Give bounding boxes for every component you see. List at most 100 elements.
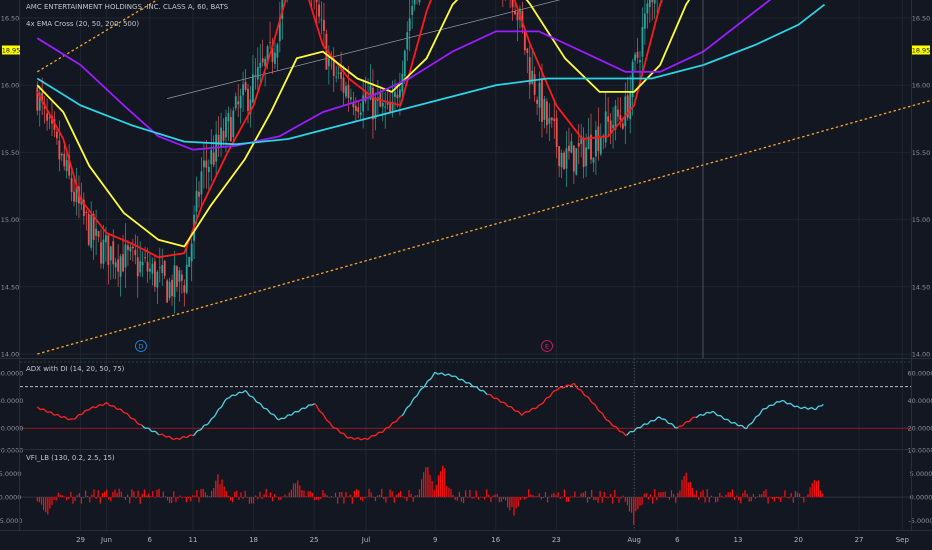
vfi-bar[interactable] [122,497,124,498]
candle-body[interactable] [555,118,558,147]
vfi-bar[interactable] [460,497,463,503]
candle-body[interactable] [144,257,146,259]
vfi-bar[interactable] [169,497,171,504]
vfi-bar[interactable] [64,496,66,498]
vfi-bar[interactable] [404,497,406,499]
candle-body[interactable] [514,11,516,15]
vfi-bar[interactable] [719,492,721,498]
vfi-bar[interactable] [397,492,400,498]
vfi-bar[interactable] [595,497,597,500]
candle-body[interactable] [190,243,193,262]
vfi-bar[interactable] [442,465,444,498]
adx-line-falling[interactable] [36,401,143,427]
vfi-bar[interactable] [120,491,122,498]
candle-body[interactable] [173,265,176,297]
vfi-bar[interactable] [757,496,759,498]
vfi-bar[interactable] [811,483,813,498]
vfi-bar[interactable] [334,492,337,498]
vfi-bar[interactable] [561,496,563,498]
candle-body[interactable] [87,213,90,245]
vfi-bar[interactable] [780,497,782,502]
candle-body[interactable] [526,48,529,53]
candle-body[interactable] [46,113,48,121]
candle-body[interactable] [384,106,387,108]
vfi-bar[interactable] [681,479,683,498]
vfi-bar[interactable] [145,495,148,498]
candle-body[interactable] [350,97,352,100]
candle-body[interactable] [408,18,411,31]
vfi-bar[interactable] [645,493,647,498]
vfi-bar[interactable] [656,497,658,501]
vfi-bar[interactable] [183,496,185,498]
vfi-pane[interactable] [20,465,911,525]
vfi-bar[interactable] [326,495,328,498]
candle-body[interactable] [56,131,58,139]
vfi-bar[interactable] [353,491,355,498]
adx-line-falling[interactable] [487,383,627,436]
vfi-bar[interactable] [292,483,295,498]
vfi-bar[interactable] [526,497,528,499]
vfi-bar[interactable] [801,497,803,499]
vfi-bar[interactable] [429,474,431,498]
candle-body[interactable] [242,84,244,96]
candle-body[interactable] [651,0,654,3]
vfi-bar[interactable] [694,494,696,498]
candle-body[interactable] [73,191,75,202]
vfi-bar[interactable] [750,497,752,502]
vfi-bar[interactable] [582,492,584,498]
vfi-bar[interactable] [97,490,99,498]
candle-body[interactable] [247,88,249,111]
candle-body[interactable] [278,17,281,42]
vfi-bar[interactable] [704,497,706,503]
vfi-bar[interactable] [213,488,215,498]
vfi-bar[interactable] [815,481,817,498]
vfi-bar[interactable] [599,490,601,498]
candle-body[interactable] [134,250,137,256]
vfi-bar[interactable] [185,497,187,503]
candle-body[interactable] [252,74,254,103]
vfi-bar[interactable] [305,496,307,498]
vfi-bar[interactable] [568,497,570,502]
adx-line-rising[interactable] [192,390,316,437]
vfi-bar[interactable] [374,497,376,502]
vfi-bar[interactable] [225,490,227,498]
vfi-bar[interactable] [332,497,334,498]
adx-indicator-title[interactable]: ADX with DI (14, 20, 50, 75) [26,365,125,373]
vfi-bar[interactable] [112,491,114,498]
ema-indicator-title[interactable]: 4x EMA Cross (20, 50, 200, 500) [26,20,139,28]
candle-body[interactable] [533,74,536,95]
candle-body[interactable] [391,101,394,111]
vfi-bar[interactable] [158,488,160,498]
candle-body[interactable] [65,159,68,172]
candle-body[interactable] [234,96,237,109]
candle-body[interactable] [352,102,355,108]
marker-d[interactable]: D [135,340,147,352]
vfi-bar[interactable] [799,493,801,498]
vfi-bar[interactable] [194,495,196,498]
vfi-bar[interactable] [616,497,618,498]
vfi-bar[interactable] [171,497,173,504]
vfi-bar[interactable] [379,494,381,498]
vfi-bar[interactable] [91,494,93,498]
candle-body[interactable] [362,95,365,112]
candle-body[interactable] [315,0,318,3]
candle-body[interactable] [117,259,120,272]
candle-body[interactable] [168,281,171,298]
vfi-bar[interactable] [418,489,421,498]
candle-body[interactable] [369,85,372,100]
candle-body[interactable] [207,166,210,173]
vfi-bar[interactable] [330,496,332,498]
vfi-bar[interactable] [284,494,286,498]
candle-body[interactable] [599,137,602,155]
vfi-bar[interactable] [670,490,673,498]
vfi-bar[interactable] [87,495,89,498]
vfi-bar[interactable] [376,495,379,498]
vfi-bar[interactable] [649,494,652,498]
candle-body[interactable] [585,147,587,167]
trend-line[interactable] [166,0,781,99]
vfi-bar[interactable] [200,489,202,498]
candle-body[interactable] [75,186,78,202]
candle-body[interactable] [386,102,389,105]
vfi-bar[interactable] [309,491,311,498]
vfi-bar[interactable] [74,497,76,501]
